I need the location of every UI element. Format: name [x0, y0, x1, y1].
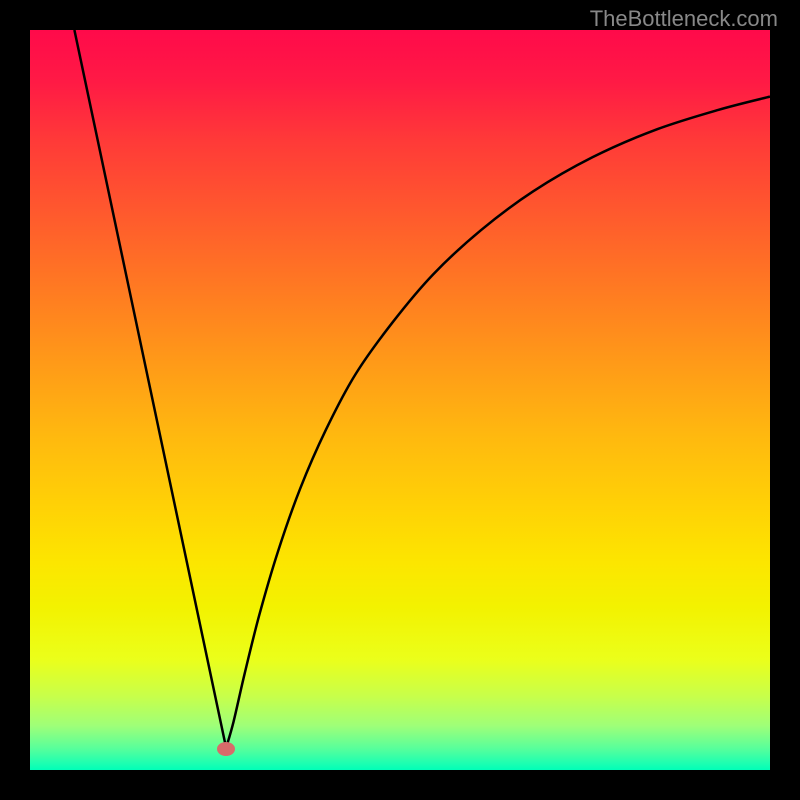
bottleneck-curve	[30, 30, 770, 770]
plot-area	[30, 30, 770, 770]
watermark-text: TheBottleneck.com	[590, 6, 778, 32]
optimal-point-marker	[217, 742, 235, 756]
